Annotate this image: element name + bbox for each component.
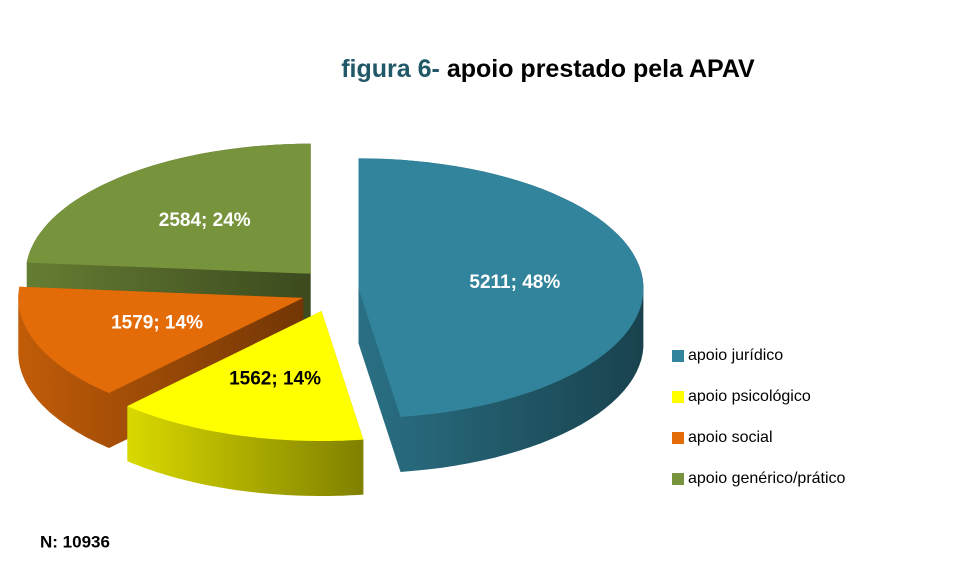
- data-label: 5211; 48%: [469, 272, 560, 293]
- data-label: 1579; 14%: [111, 313, 203, 334]
- data-label: 2584; 24%: [159, 210, 251, 231]
- slice: [26, 143, 311, 274]
- legend-swatch: [672, 350, 684, 362]
- legend-swatch: [672, 391, 684, 403]
- legend-label: apoio jurídico: [688, 347, 783, 364]
- data-label: 1562; 14%: [229, 368, 321, 389]
- title-text: apoio prestado pela APAV: [447, 55, 755, 83]
- legend-swatch: [672, 473, 684, 485]
- annotation: N: 10936: [40, 532, 110, 551]
- chart-title: figura 6- apoio prestado pela APAV: [341, 55, 755, 83]
- legend-swatch: [672, 432, 684, 444]
- slice: [127, 311, 364, 441]
- legend-label: apoio psicológico: [688, 388, 811, 405]
- slice: [358, 158, 644, 417]
- title-prefix: figura 6-: [341, 55, 440, 83]
- legend-label: apoio genérico/prático: [688, 470, 846, 487]
- legend-label: apoio social: [688, 429, 773, 446]
- slice: [18, 286, 304, 393]
